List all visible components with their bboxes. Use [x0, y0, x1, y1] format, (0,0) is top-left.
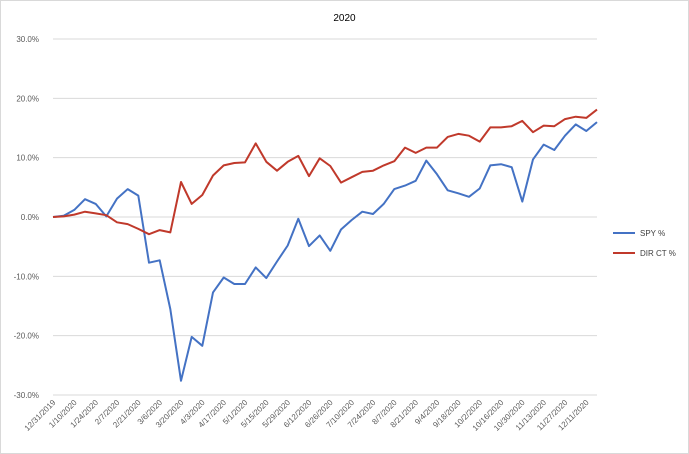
y-tick-label: 30.0% [16, 35, 39, 44]
y-tick-label: 20.0% [16, 94, 39, 103]
y-axis-ticks: -30.0% -20.0% -10.0% 0.0% 10.0% 20.0% 30.0% [14, 35, 39, 400]
legend-label-dir-ct: DIR CT % [640, 248, 676, 258]
series-lines [52, 108, 598, 382]
chart-title: 2020 [333, 13, 356, 24]
legend-item-spy: SPY % [613, 223, 676, 243]
legend-swatch-spy [613, 232, 635, 234]
legend: SPY % DIR CT % [613, 223, 676, 263]
legend-label-spy: SPY % [640, 228, 666, 238]
legend-swatch-dir-ct [613, 252, 635, 254]
x-axis-ticks: 12/31/20191/10/20201/24/20202/7/20202/21… [23, 398, 591, 433]
legend-item-dir-ct: DIR CT % [613, 243, 676, 263]
y-tick-label: -30.0% [14, 391, 39, 400]
series-line-dir-ct [52, 108, 598, 236]
y-tick-label: -20.0% [14, 332, 39, 341]
y-tick-label: -10.0% [14, 272, 39, 281]
y-tick-label: 10.0% [16, 154, 39, 163]
series-line-spy [52, 121, 598, 382]
gridlines [53, 38, 597, 396]
y-tick-label: 0.0% [21, 213, 39, 222]
